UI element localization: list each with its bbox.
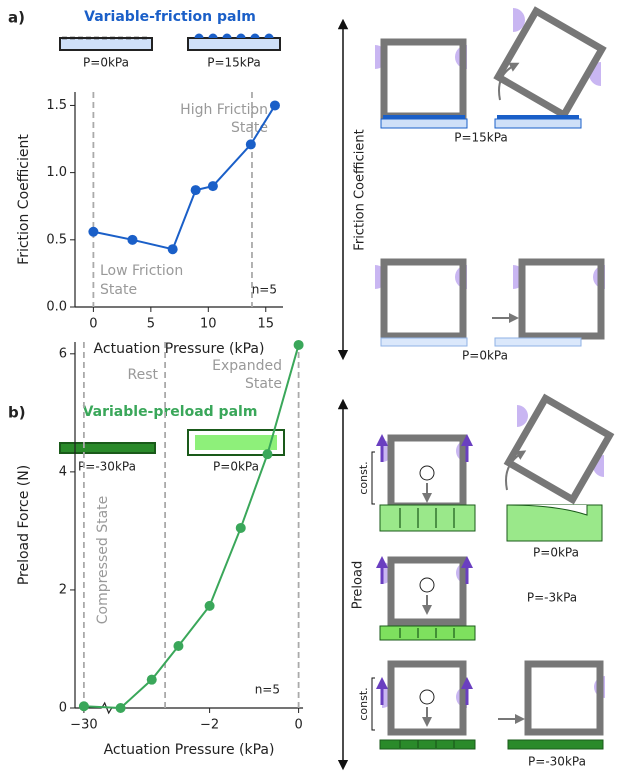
y-tick-label: 0 — [59, 701, 67, 716]
y-tick-label: 1.5 — [46, 98, 67, 113]
diagram-b — [337, 393, 615, 771]
annotation: State — [100, 282, 137, 298]
x-tick-label: −2 — [200, 718, 219, 733]
panel-label: b) — [8, 404, 26, 422]
diagram-a — [337, 6, 607, 361]
y-tick-label: 4 — [59, 464, 67, 479]
diagram-label: const. — [357, 687, 370, 720]
diagram-label: P=0kPa — [462, 349, 508, 363]
annotation: State — [231, 120, 268, 136]
data-point — [207, 181, 218, 192]
data-point — [262, 449, 273, 460]
data-point — [204, 600, 215, 611]
diagram-axis-label: Preload — [351, 561, 366, 609]
data-point — [269, 100, 280, 111]
annotation: State — [245, 376, 282, 392]
data-point — [88, 226, 99, 237]
sample-size: n=5 — [252, 283, 277, 297]
data-point — [146, 674, 157, 685]
palm-icons-b — [59, 429, 285, 456]
data-point — [167, 244, 178, 255]
chart-title: Variable-friction palm — [84, 9, 256, 25]
x-tick-label: 15 — [257, 317, 274, 332]
y-tick-label: 1.0 — [46, 165, 67, 180]
palm-icons-a — [59, 33, 281, 51]
series-line — [83, 344, 300, 710]
y-axis-label: Preload Force (N) — [16, 465, 32, 585]
data-point — [190, 185, 201, 196]
panel-label: a) — [8, 9, 25, 27]
x-tick-label: −30 — [70, 718, 97, 733]
x-tick-label: 0 — [89, 317, 97, 332]
y-axis-label: Friction Coefficient — [16, 134, 32, 265]
sample-size: n=5 — [255, 683, 280, 697]
data-point — [235, 522, 246, 533]
x-tick-label: 10 — [200, 317, 217, 332]
diagram-label: P=0kPa — [533, 546, 579, 560]
x-axis-label: Actuation Pressure (kPa) — [104, 742, 275, 758]
data-point — [173, 641, 184, 652]
y-tick-label: 2 — [59, 582, 67, 597]
annotation: Compressed State — [95, 496, 111, 625]
icon-label: P=0kPa — [83, 56, 129, 70]
annotation: Expanded — [212, 358, 282, 374]
diagram-label: P=15kPa — [454, 131, 508, 145]
icon-label: P=-30kPa — [78, 460, 136, 474]
diagram-label: P=-3kPa — [527, 591, 577, 605]
diagram-label: P=-30kPa — [528, 755, 586, 769]
y-tick-label: 6 — [59, 346, 67, 361]
x-tick-label: 5 — [147, 317, 155, 332]
data-point — [78, 701, 89, 712]
diagram-label: const. — [357, 461, 370, 494]
annotation: Low Friction — [100, 263, 183, 279]
annotation: Rest — [128, 367, 159, 383]
x-axis-label: Actuation Pressure (kPa) — [94, 341, 265, 357]
y-tick-label: 0.5 — [46, 232, 67, 247]
data-point — [293, 339, 304, 350]
y-tick-label: 0.0 — [46, 300, 67, 315]
data-point — [127, 234, 138, 245]
icon-label: P=15kPa — [207, 56, 261, 70]
diagram-labels: Friction Coefficient P=15kPa P=0kPa Prel… — [351, 129, 586, 768]
x-tick-label: 0 — [294, 718, 302, 733]
chart-title: Variable-preload palm — [83, 404, 258, 420]
annotation: High Friction — [180, 102, 268, 118]
icon-label: P=0kPa — [213, 460, 259, 474]
data-point — [245, 139, 256, 150]
diagram-axis-label: Friction Coefficient — [353, 129, 368, 250]
data-point — [115, 703, 126, 713]
